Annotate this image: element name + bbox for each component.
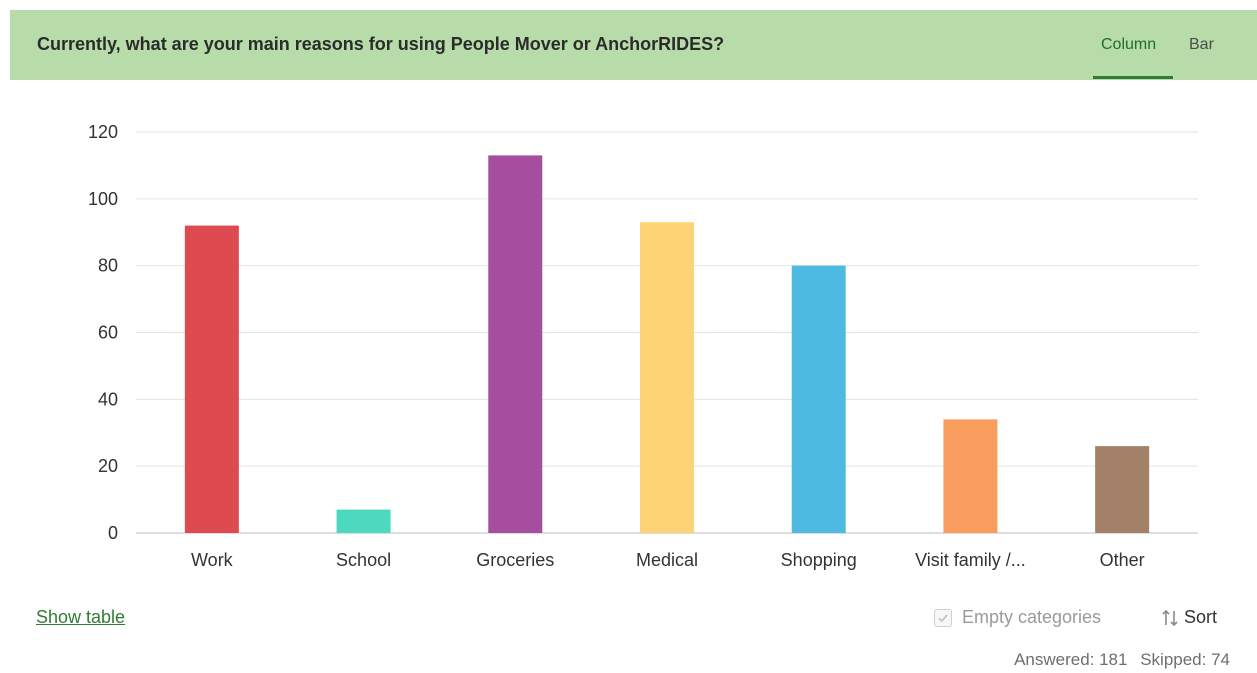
active-tab-underline: [1093, 76, 1173, 79]
check-icon: [938, 613, 948, 622]
bar[interactable]: [640, 222, 694, 533]
show-table-link[interactable]: Show table: [36, 607, 126, 627]
x-tick-label: Other: [1100, 550, 1145, 570]
sort-icon: [1162, 609, 1178, 626]
y-tick-label: 60: [98, 323, 118, 343]
column-chart: 0 20 40 60 80 100 120 Work School Groceries Medica…: [0, 110, 1257, 590]
question-header: Currently, what are your main reasons fo…: [10, 10, 1257, 80]
bar[interactable]: [184, 225, 239, 534]
empty-categories-checkbox[interactable]: [934, 608, 952, 627]
y-tick-label: 40: [98, 389, 118, 409]
x-tick-label: Visit family /...: [915, 550, 1026, 570]
question-title: Currently, what are your main reasons fo…: [37, 34, 725, 54]
x-tick-label: Shopping: [781, 550, 857, 570]
bar[interactable]: [336, 509, 391, 533]
y-tick-label: 20: [98, 456, 118, 476]
x-tick-label: Work: [191, 550, 234, 570]
bar[interactable]: [488, 155, 543, 533]
y-tick-label: 0: [108, 523, 118, 543]
tab-bar[interactable]: Bar: [1189, 36, 1214, 53]
skipped-count: Skipped: 74: [1140, 650, 1230, 669]
bar[interactable]: [943, 419, 998, 533]
sort-label: Sort: [1184, 607, 1218, 627]
bar[interactable]: [791, 265, 846, 533]
sort-button[interactable]: Sort: [1160, 607, 1217, 628]
chart-svg: 0 20 40 60 80 100 120 Work School Groceries Medica…: [88, 122, 1198, 570]
answered-count: Answered: 181: [1014, 650, 1128, 669]
response-stats: Answered: 181 Skipped: 74: [1014, 650, 1230, 670]
empty-categories-label: Empty categories: [962, 607, 1102, 627]
x-tick-label: Medical: [636, 550, 698, 570]
y-tick-label: 100: [88, 189, 118, 209]
y-tick-label: 80: [98, 256, 118, 276]
x-tick-label: Groceries: [476, 550, 554, 570]
empty-categories-toggle[interactable]: Empty categories: [934, 607, 1101, 628]
y-tick-label: 120: [88, 122, 118, 142]
x-tick-label: School: [336, 550, 391, 570]
tab-column[interactable]: Column: [1101, 36, 1157, 53]
bar[interactable]: [1095, 446, 1150, 533]
